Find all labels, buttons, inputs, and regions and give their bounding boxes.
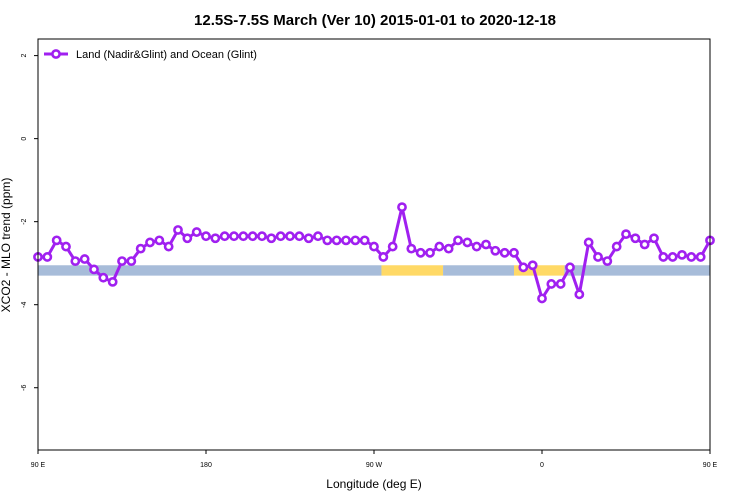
data-point (490, 245, 501, 256)
data-point (70, 256, 81, 267)
data-point (229, 231, 239, 242)
ocean-band-segment (564, 265, 710, 276)
x-tick-label: 90 E (703, 462, 718, 469)
data-point (565, 262, 575, 273)
data-point (649, 233, 659, 244)
ocean-band-segment (443, 265, 514, 276)
data-point (397, 202, 407, 213)
data-point (537, 293, 547, 304)
data-point (294, 231, 305, 242)
data-point (602, 256, 613, 267)
y-tick-label: -6 (21, 385, 28, 391)
data-point (639, 239, 650, 250)
data-point (107, 276, 118, 287)
data-point (546, 279, 557, 289)
data-point (499, 247, 510, 258)
data-point (126, 256, 137, 267)
data-point (667, 252, 678, 262)
y-axis-ticks: 2 0 -2 -4 -6 (21, 54, 38, 391)
data-point (341, 235, 351, 246)
data-point (695, 252, 706, 262)
y-tick-label: -2 (21, 218, 28, 224)
data-point (322, 235, 333, 246)
data-point (481, 239, 491, 250)
legend-marker-swatch (51, 49, 61, 59)
data-point (527, 260, 538, 271)
data-point (173, 225, 183, 235)
data-point (359, 235, 370, 246)
land-band-segment (381, 265, 444, 276)
data-point (266, 233, 277, 244)
data-point (257, 231, 267, 242)
x-tick-label: 0 (540, 462, 544, 469)
data-point (387, 241, 398, 252)
data-point (677, 249, 687, 260)
legend-label: Land (Nadir&Glint) and Ocean (Glint) (76, 49, 257, 61)
data-point (145, 237, 155, 248)
data-point (275, 231, 286, 242)
data-point (378, 252, 389, 262)
data-point (574, 289, 585, 300)
ocean-band-segment (38, 265, 382, 276)
data-point (61, 241, 71, 252)
data-point (509, 247, 519, 258)
data-point (462, 237, 473, 248)
data-point (630, 233, 641, 244)
surface-band (38, 265, 710, 276)
land-band-segment (514, 265, 565, 276)
data-point (518, 262, 529, 273)
x-axis-ticks: 90 E 180 90 W 0 90 E (31, 450, 718, 469)
data-point (154, 235, 165, 246)
data-point (555, 279, 566, 289)
data-point (583, 237, 594, 248)
data-point (182, 233, 193, 244)
data-point (313, 231, 323, 242)
data-point (201, 231, 211, 242)
data-point (611, 241, 622, 252)
data-point (247, 231, 258, 242)
y-tick-label: 0 (21, 137, 28, 141)
x-axis-label: Longitude (deg E) (326, 477, 421, 491)
data-point (658, 252, 669, 262)
data-point (443, 243, 454, 254)
data-point (453, 235, 463, 246)
data-point (238, 231, 249, 242)
data-point (303, 233, 314, 244)
data-point (285, 231, 295, 242)
data-point (425, 247, 435, 258)
y-tick-label: -4 (21, 301, 28, 307)
data-point (135, 243, 146, 254)
chart-title: 12.5S-7.5S March (Ver 10) 2015-01-01 to … (194, 12, 556, 29)
data-point (331, 235, 342, 246)
data-point (117, 256, 127, 267)
data-point (406, 243, 417, 254)
data-point (350, 235, 361, 246)
y-tick-label: 2 (21, 54, 28, 58)
x-tick-label: 180 (200, 462, 212, 469)
data-point (434, 241, 445, 252)
legend: Land (Nadir&Glint) and Ocean (Glint) (44, 49, 257, 61)
x-tick-label: 90 W (366, 462, 383, 469)
data-point (415, 247, 426, 258)
data-point (210, 233, 221, 244)
data-point (98, 272, 109, 283)
data-point (89, 264, 99, 275)
data-point (621, 229, 631, 240)
data-point (42, 252, 53, 262)
data-point (191, 227, 202, 237)
data-point (369, 241, 379, 252)
x-tick-label: 90 E (31, 462, 46, 469)
data-point (163, 241, 174, 252)
data-point (51, 235, 62, 246)
y-axis-label: XCO2 - MLO trend (ppm) (0, 178, 13, 313)
data-point (219, 231, 230, 242)
data-point (686, 252, 697, 262)
data-point (79, 254, 90, 264)
data-point (471, 241, 482, 252)
data-point (593, 252, 603, 262)
